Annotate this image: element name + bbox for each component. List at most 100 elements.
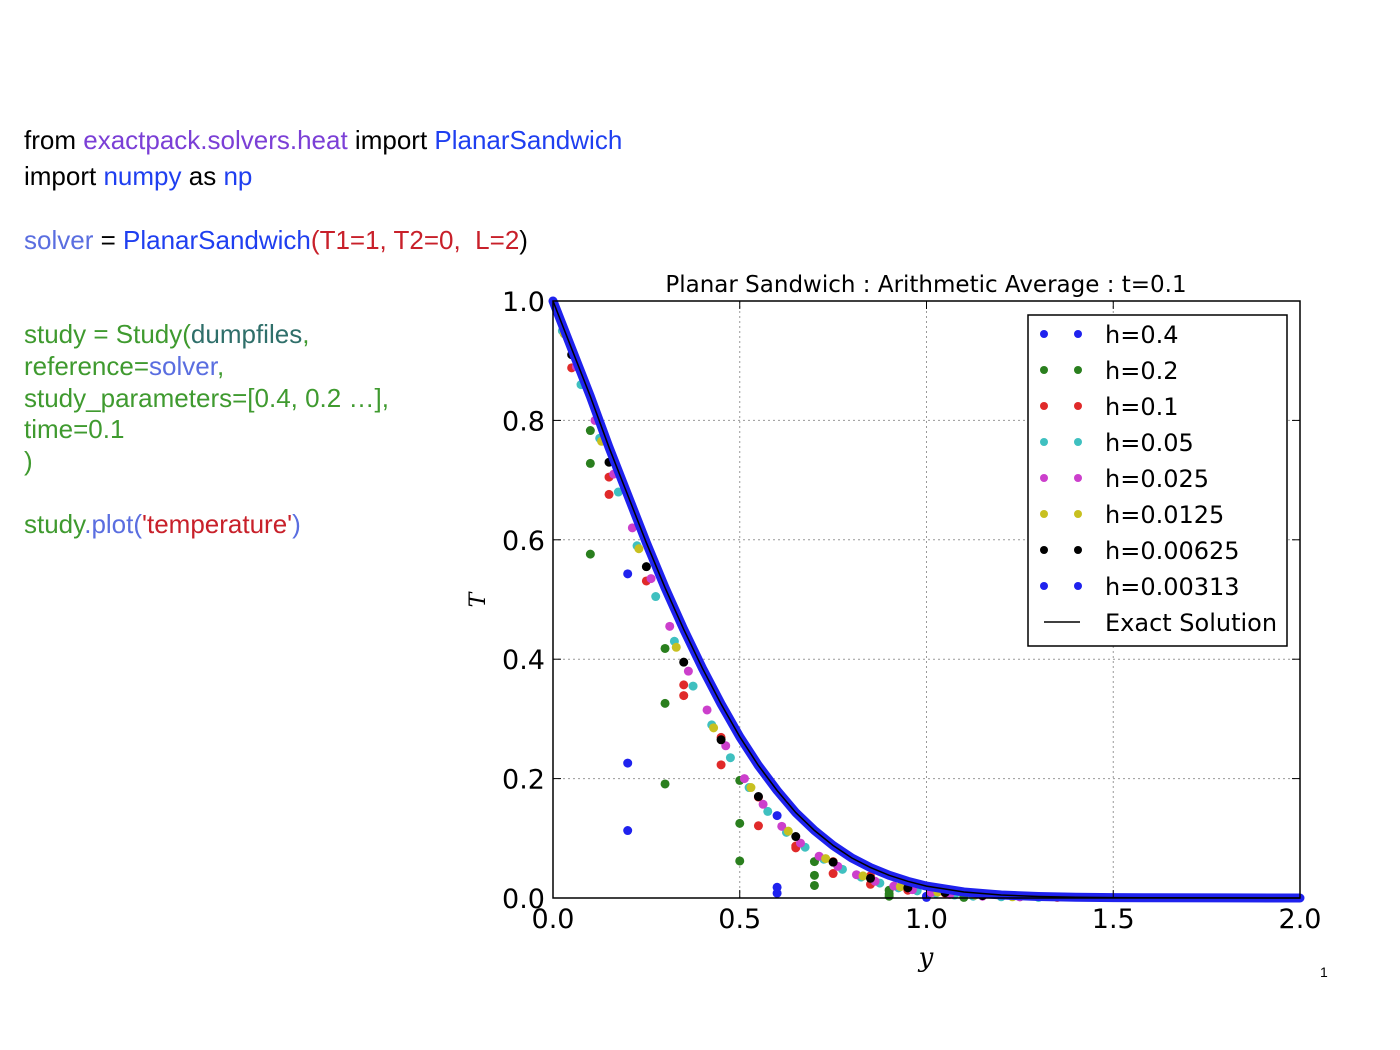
data-point — [660, 698, 670, 708]
code-line-3: solver = PlanarSandwich(T1=1, T2=0, L=2) — [24, 224, 528, 256]
legend-marker — [1074, 474, 1082, 482]
data-point — [772, 811, 782, 821]
data-point — [646, 574, 656, 584]
x-tick-label: 2.0 — [1279, 904, 1322, 935]
code-token: = — [93, 225, 123, 255]
code-token: solver — [149, 351, 217, 381]
data-point — [753, 792, 763, 802]
data-point — [683, 666, 693, 676]
code-token: np — [223, 161, 253, 191]
code-line-2: import numpy as np — [24, 160, 252, 192]
data-point — [623, 826, 633, 836]
code-token: from — [24, 125, 84, 155]
data-point — [763, 806, 773, 816]
y-tick-label: 0.6 — [502, 526, 545, 557]
data-point — [623, 569, 633, 579]
data-point — [660, 643, 670, 653]
data-point — [585, 549, 595, 559]
data-point — [634, 544, 644, 554]
data-point — [746, 783, 756, 793]
legend-box — [1027, 314, 1288, 647]
data-point — [791, 832, 801, 842]
code-line-4: study = Study(dumpfiles, — [24, 318, 309, 350]
data-point — [679, 657, 689, 667]
legend-marker — [1040, 474, 1048, 482]
data-point — [895, 882, 905, 892]
x-tick-label: 1.5 — [1092, 904, 1135, 935]
data-point — [809, 880, 819, 890]
legend-marker — [1040, 546, 1048, 554]
x-tick-label: 0.5 — [718, 904, 761, 935]
legend-marker — [1040, 582, 1048, 590]
data-point — [716, 760, 726, 770]
legend-label: h=0.0125 — [1105, 501, 1224, 529]
data-point — [777, 821, 787, 831]
legend-marker — [1040, 438, 1048, 446]
y-tick-label: 1.0 — [502, 287, 545, 318]
data-point — [889, 881, 899, 891]
data-point — [783, 826, 793, 836]
data-point — [641, 562, 651, 572]
data-point — [828, 869, 838, 879]
code-token: PlanarSandwich — [123, 225, 311, 255]
legend-label: h=0.4 — [1105, 321, 1179, 349]
data-point — [613, 487, 623, 497]
data-point — [772, 888, 782, 898]
code-token: PlanarSandwich — [434, 125, 623, 155]
code-token: ( — [310, 225, 320, 255]
code-token: study_parameters=[0.4, 0.2 …], — [24, 383, 389, 413]
data-point — [688, 681, 698, 691]
data-point — [735, 856, 745, 866]
y-axis-label: T — [466, 590, 491, 607]
data-point — [858, 871, 868, 881]
data-point — [716, 735, 726, 745]
code-token: T1=1, T2=0, L=2 — [319, 225, 520, 255]
data-point — [725, 753, 735, 763]
legend-label: h=0.00313 — [1105, 573, 1240, 601]
legend-marker — [1074, 546, 1082, 554]
data-point — [865, 873, 875, 883]
data-point — [660, 779, 670, 789]
chart-title: Planar Sandwich : Arithmetic Average : t… — [665, 272, 1186, 298]
legend-marker — [1074, 582, 1082, 590]
data-point — [758, 799, 768, 809]
legend-marker — [1074, 438, 1082, 446]
legend-label: h=0.1 — [1105, 393, 1179, 421]
code-line-6: study_parameters=[0.4, 0.2 …], — [24, 382, 389, 414]
legend: h=0.4 h=0.2 h=0.1 h=0.05 h=0.025 h=0.0125 h=0.… — [1027, 314, 1288, 647]
code-token: , — [302, 319, 310, 349]
code-token: exactpack.solvers.heat — [83, 125, 348, 155]
code-token: dumpfiles — [190, 319, 303, 349]
code-token: ) — [24, 446, 33, 476]
legend-marker — [1040, 330, 1048, 338]
legend-marker — [1074, 366, 1082, 374]
code-token: study — [24, 509, 85, 539]
code-line-5: reference=solver, — [24, 350, 224, 382]
data-point — [651, 592, 661, 602]
data-point — [821, 854, 831, 864]
data-point — [828, 857, 838, 867]
y-tick-label: 0.2 — [502, 765, 545, 796]
data-point — [604, 489, 614, 499]
legend-marker — [1074, 402, 1082, 410]
data-point — [627, 523, 637, 533]
legend-label: h=0.2 — [1105, 357, 1179, 385]
y-tick-label: 0.8 — [502, 406, 545, 437]
legend-label: Exact Solution — [1105, 609, 1277, 637]
data-point — [585, 458, 595, 468]
legend-label: h=0.025 — [1105, 465, 1209, 493]
data-point — [702, 705, 712, 715]
code-token: , — [216, 351, 225, 381]
data-point — [884, 891, 894, 901]
exact-solution-line — [552, 300, 1301, 899]
data-point — [665, 621, 675, 631]
page-number: 1 — [1320, 964, 1328, 980]
code-token: 'temperature' — [142, 509, 293, 539]
code-token: study = Study( — [24, 319, 191, 349]
legend-marker — [1074, 330, 1082, 338]
code-line-1: from exactpack.solvers.heat import Plana… — [24, 124, 622, 156]
code-token: solver — [24, 225, 94, 255]
data-point — [671, 642, 681, 652]
y-tick-label: 0.0 — [502, 884, 545, 915]
